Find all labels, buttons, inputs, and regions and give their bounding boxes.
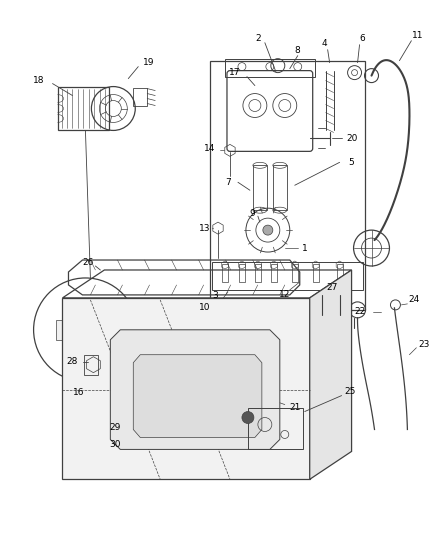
Bar	[248, 408, 303, 449]
Text: 21: 21	[289, 403, 300, 412]
Bar	[133, 87, 147, 106]
Bar	[313, 264, 319, 282]
Text: 28: 28	[67, 357, 78, 366]
Text: 12: 12	[279, 290, 290, 300]
Text: 1: 1	[302, 244, 307, 253]
Text: 16: 16	[73, 388, 84, 397]
Bar	[57, 86, 110, 131]
Text: 23: 23	[419, 340, 430, 349]
Text: 13: 13	[199, 224, 211, 232]
Bar	[292, 264, 298, 282]
Text: 9: 9	[249, 209, 255, 217]
Bar	[222, 264, 228, 282]
Text: 15: 15	[242, 427, 254, 436]
Text: 26: 26	[83, 257, 94, 266]
Polygon shape	[133, 355, 262, 438]
Text: 8: 8	[295, 46, 300, 55]
Bar	[271, 264, 277, 282]
Text: 18: 18	[33, 76, 44, 85]
Bar	[253, 165, 267, 210]
Bar	[56, 320, 115, 340]
Polygon shape	[63, 298, 310, 479]
Text: 30: 30	[110, 440, 121, 449]
Text: 27: 27	[326, 284, 337, 293]
Text: 5: 5	[349, 158, 354, 167]
Bar	[130, 422, 150, 433]
Text: 10: 10	[199, 303, 211, 312]
Bar	[85, 355, 99, 375]
Circle shape	[242, 411, 254, 424]
Bar	[337, 264, 343, 282]
Text: 22: 22	[354, 308, 365, 317]
Bar	[239, 264, 245, 282]
Text: 6: 6	[360, 34, 365, 43]
Text: 20: 20	[346, 134, 357, 143]
Text: 14: 14	[205, 144, 216, 153]
Bar	[273, 165, 287, 210]
Text: 2: 2	[255, 34, 261, 43]
Circle shape	[263, 225, 273, 235]
Text: 19: 19	[142, 58, 154, 67]
Bar	[130, 439, 150, 450]
Bar	[255, 264, 261, 282]
Text: 7: 7	[225, 178, 231, 187]
Text: 3: 3	[212, 292, 218, 301]
Polygon shape	[110, 330, 280, 449]
Text: 17: 17	[229, 68, 241, 77]
Bar	[225, 59, 314, 77]
Bar	[212, 262, 363, 290]
Text: 24: 24	[409, 295, 420, 304]
Text: 11: 11	[412, 31, 423, 40]
Text: 4: 4	[322, 39, 328, 48]
Text: 29: 29	[110, 423, 121, 432]
Text: 25: 25	[344, 387, 355, 396]
Polygon shape	[310, 270, 352, 479]
